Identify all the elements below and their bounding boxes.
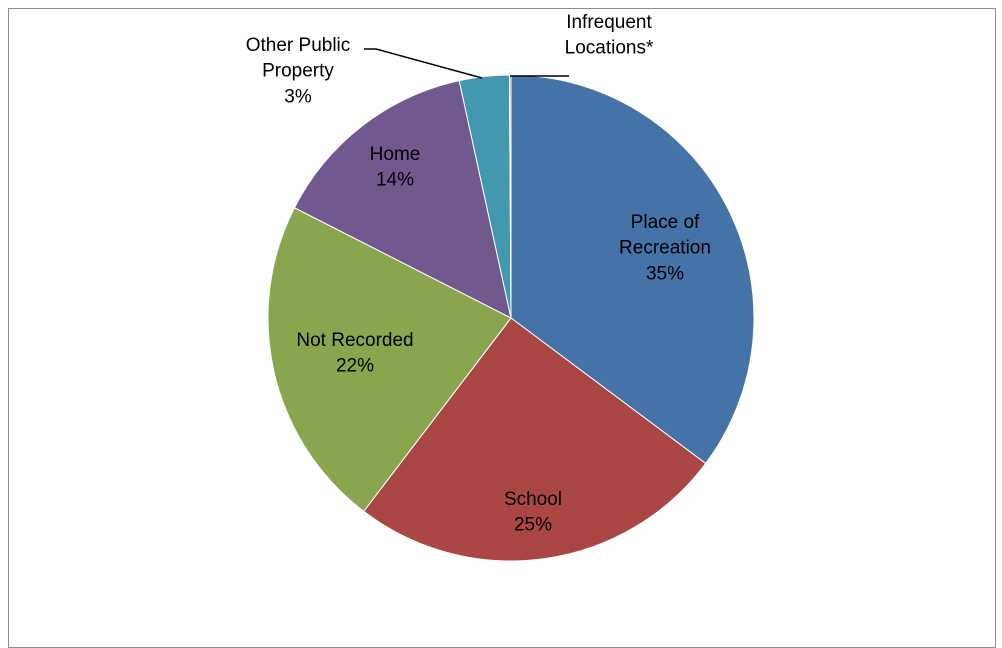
slice-label-other-public-property: Other Public Property 3% <box>246 35 351 107</box>
pie-slice-home <box>293 79 512 319</box>
slice-labels: Place of Recreation 35% School 25% Not Record… <box>246 12 711 536</box>
pie-slice-not-recorded <box>267 207 512 512</box>
slice-label-place-of-recreation: Place of Recreation 35% <box>619 212 711 284</box>
chart-area: Place of Recreation 35% School 25% Not Record… <box>8 8 996 648</box>
pie-slices <box>267 74 755 562</box>
slice-label-home: Home 14% <box>370 144 421 191</box>
pie-slice-school <box>363 317 707 562</box>
pie-chart: Place of Recreation 35% School 25% Not Record… <box>246 12 755 562</box>
leader-line-other-public-property <box>364 48 483 79</box>
slice-label-infrequent-locations: Infrequent Locations* <box>565 12 654 59</box>
slice-label-not-recorded: Not Recorded 22% <box>296 330 413 377</box>
pie-slice-infrequent-locations <box>508 74 512 319</box>
slice-label-school: School 25% <box>504 489 562 536</box>
leader-lines <box>364 48 569 79</box>
pie-slice-place-of-recreation <box>510 74 755 465</box>
